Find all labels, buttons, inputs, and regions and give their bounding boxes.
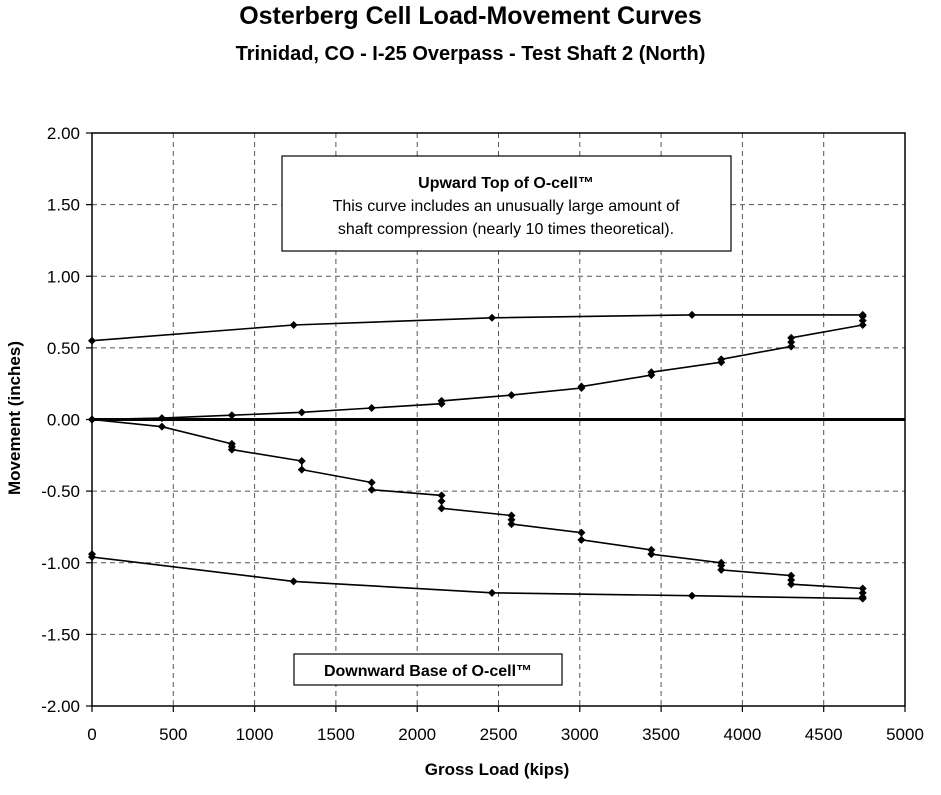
series-4 bbox=[88, 550, 867, 603]
data-point bbox=[297, 408, 306, 417]
data-point bbox=[647, 368, 656, 377]
annotation-upward-title: Upward Top of O-cell™ bbox=[418, 175, 594, 192]
series-1 bbox=[88, 312, 867, 424]
x-axis-label: Gross Load (kips) bbox=[425, 760, 570, 779]
x-tick-label: 1500 bbox=[317, 725, 355, 744]
data-point bbox=[367, 485, 376, 494]
data-point bbox=[157, 422, 166, 431]
data-point bbox=[858, 310, 867, 319]
y-axis-label: Movement (inches) bbox=[5, 341, 24, 495]
data-point bbox=[507, 515, 516, 524]
data-point bbox=[88, 550, 96, 559]
data-point bbox=[858, 584, 867, 593]
data-point bbox=[289, 320, 298, 329]
series-2-line bbox=[91, 314, 863, 342]
x-tick-label: 3500 bbox=[642, 725, 680, 744]
data-point bbox=[717, 355, 726, 364]
x-tick-label: 5000 bbox=[886, 725, 924, 744]
data-point bbox=[367, 404, 376, 413]
data-point bbox=[507, 511, 516, 520]
data-point bbox=[858, 594, 867, 603]
data-point bbox=[647, 545, 656, 554]
y-tick-label: 1.50 bbox=[47, 196, 80, 215]
data-point bbox=[487, 313, 496, 322]
data-point bbox=[858, 320, 867, 329]
data-point bbox=[717, 561, 726, 570]
x-tick-label: 2000 bbox=[398, 725, 436, 744]
data-point bbox=[787, 571, 796, 580]
series-4-line bbox=[91, 554, 864, 600]
series-2 bbox=[88, 310, 867, 345]
annotation-upward: Upward Top of O-cell™ This curve include… bbox=[281, 155, 732, 252]
y-tick-label: 1.00 bbox=[47, 267, 80, 286]
y-tick-label: 0.50 bbox=[47, 339, 80, 358]
data-point bbox=[787, 580, 796, 589]
data-point bbox=[227, 411, 236, 420]
data-point bbox=[787, 338, 796, 347]
data-point bbox=[437, 491, 446, 500]
data-point bbox=[787, 575, 796, 584]
annotation-downward-box bbox=[293, 653, 563, 686]
data-point bbox=[858, 316, 867, 325]
x-tick-label: 4000 bbox=[723, 725, 761, 744]
y-tick-label: -0.50 bbox=[41, 482, 80, 501]
annotation-downward: Downward Base of O-cell™ bbox=[293, 653, 563, 686]
data-point bbox=[507, 391, 516, 400]
data-point bbox=[858, 588, 867, 597]
data-point bbox=[717, 565, 726, 574]
series-3 bbox=[88, 415, 867, 597]
data-point bbox=[289, 577, 298, 586]
data-point bbox=[437, 504, 446, 513]
data-point bbox=[437, 497, 446, 506]
data-point bbox=[647, 550, 656, 559]
data-point bbox=[687, 310, 696, 319]
data-point bbox=[577, 528, 586, 537]
series-3-line bbox=[91, 418, 864, 593]
data-point bbox=[507, 520, 516, 529]
y-tick-label: -1.00 bbox=[41, 554, 80, 573]
data-point bbox=[88, 415, 96, 424]
series-group bbox=[88, 310, 867, 603]
x-tick-label: 3000 bbox=[561, 725, 599, 744]
chart-subtitle: Trinidad, CO - I-25 Overpass - Test Shaf… bbox=[235, 43, 706, 65]
chart-title: Osterberg Cell Load-Movement Curves bbox=[239, 2, 702, 30]
y-tick-label: -2.00 bbox=[41, 697, 80, 716]
y-tick-label: -1.50 bbox=[41, 625, 80, 644]
data-point bbox=[227, 445, 236, 454]
annotation-upward-line-2: shaft compression (nearly 10 times theor… bbox=[338, 221, 674, 238]
x-tick-label: 0 bbox=[87, 725, 96, 744]
data-point bbox=[577, 382, 586, 391]
data-point bbox=[367, 478, 376, 487]
data-point bbox=[487, 588, 496, 597]
data-point bbox=[157, 414, 166, 423]
data-point bbox=[88, 336, 96, 345]
data-point bbox=[577, 535, 586, 544]
x-tick-label: 500 bbox=[159, 725, 187, 744]
data-point bbox=[687, 591, 696, 600]
annotation-upward-box bbox=[281, 155, 732, 252]
data-point bbox=[787, 342, 796, 351]
annotation-upward-line-1: This curve includes an unusually large a… bbox=[333, 198, 680, 215]
x-tick-label: 4500 bbox=[805, 725, 843, 744]
annotation-downward-title: Downward Base of O-cell™ bbox=[324, 663, 532, 680]
data-point bbox=[297, 465, 306, 474]
x-tick-label: 1000 bbox=[236, 725, 274, 744]
y-tick-label: 2.00 bbox=[47, 124, 80, 143]
data-point bbox=[787, 333, 796, 342]
axis-ticks: 0 500 1000 1500 2000 2500 3000 3500 4000 4500 5000… bbox=[41, 124, 924, 744]
y-tick-label: 0.00 bbox=[47, 411, 80, 430]
data-point bbox=[437, 396, 446, 405]
data-point bbox=[297, 457, 306, 466]
x-tick-label: 2500 bbox=[480, 725, 518, 744]
